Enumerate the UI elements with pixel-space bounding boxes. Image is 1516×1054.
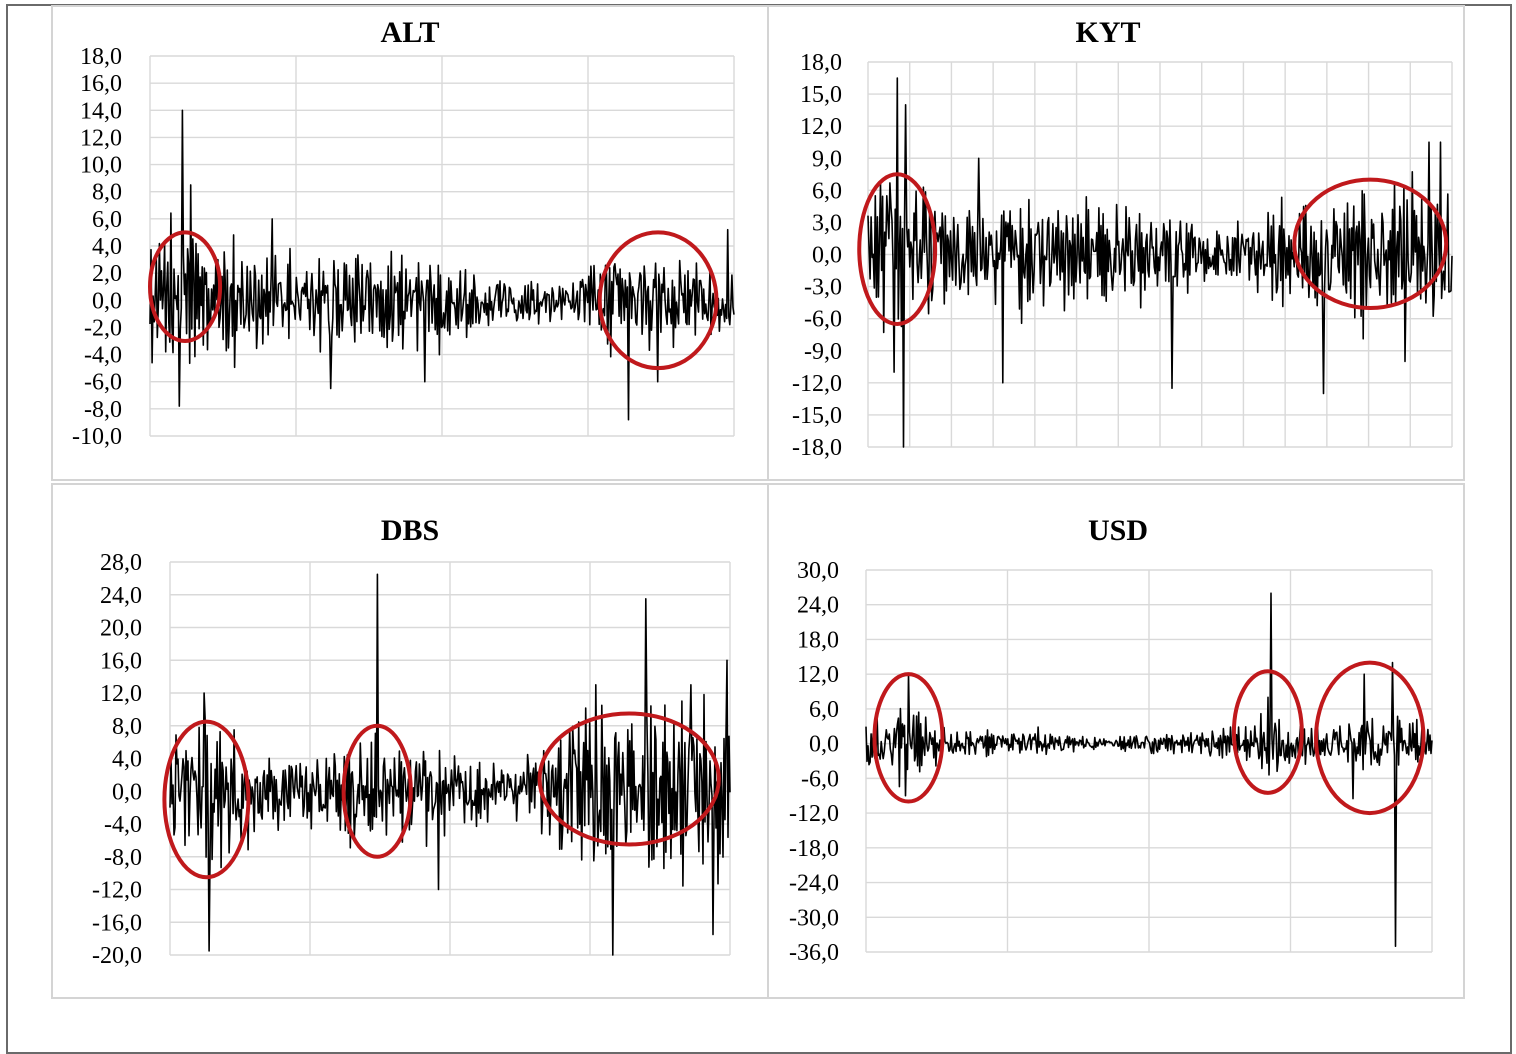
y-tick-label: -18,0	[789, 836, 839, 862]
y-tick-label: 0,0	[812, 243, 842, 269]
y-tick-label: 24,0	[100, 583, 142, 609]
panel-border	[767, 483, 1465, 999]
series-line	[865, 592, 1433, 947]
y-tick-label: 16,0	[100, 648, 142, 674]
highlight-ellipse	[597, 230, 719, 371]
series-line	[169, 573, 731, 956]
y-tick-label: -18,0	[792, 435, 842, 461]
y-tick-label: -24,0	[789, 871, 839, 897]
y-tick-label: 2,0	[92, 261, 122, 287]
y-tick-label: 12,0	[797, 662, 839, 688]
y-tick-label: -12,0	[789, 801, 839, 827]
y-tick-label: -4,0	[84, 343, 122, 369]
y-tick-label: -36,0	[789, 940, 839, 966]
y-tick-label: 14,0	[80, 98, 122, 124]
y-tick-label: -12,0	[792, 371, 842, 397]
y-tick-label: 28,0	[100, 550, 142, 576]
y-tick-label: 16,0	[80, 71, 122, 97]
y-tick-label: 4,0	[92, 234, 122, 260]
chart-panel-usd: 30,0 24,0 18,0 12,0 6,0 0,0 -6,0 -12,0 -18,0 -24,…	[767, 483, 1465, 999]
highlight-ellipse	[1292, 177, 1449, 310]
y-tick-label: 6,0	[92, 207, 122, 233]
highlight-ellipse	[1313, 660, 1426, 816]
y-tick-label: 9,0	[812, 146, 842, 172]
y-tick-label: 12,0	[100, 681, 142, 707]
y-tick-label: 18,0	[797, 627, 839, 653]
y-tick-label: -4,0	[104, 812, 142, 838]
y-tick-label: 30,0	[797, 558, 839, 584]
y-tick-label: -9,0	[804, 339, 842, 365]
y-tick-label: 10,0	[80, 153, 122, 179]
chart-title: KYT	[1075, 16, 1140, 49]
y-tick-label: 8,0	[92, 180, 122, 206]
y-tick-label: -3,0	[804, 275, 842, 301]
chart-panel-kyt: 18,0 15,0 12,0 9,0 6,0 3,0 0,0 -3,0 -6,0 -9,0 -12,…	[767, 5, 1465, 481]
highlight-ellipse	[341, 723, 413, 859]
panel-border	[767, 5, 1465, 481]
highlight-ellipse	[148, 230, 223, 344]
y-tick-label: -8,0	[104, 845, 142, 871]
panel-border	[51, 483, 769, 999]
y-tick-label: 0,0	[809, 732, 839, 758]
y-tick-label: -6,0	[801, 766, 839, 792]
series-line	[149, 109, 735, 421]
y-tick-label: 24,0	[797, 593, 839, 619]
y-tick-label: -8,0	[84, 397, 122, 423]
y-tick-label: 12,0	[80, 125, 122, 151]
y-tick-label: -10,0	[72, 424, 122, 450]
highlight-ellipse	[162, 719, 251, 880]
y-tick-label: -30,0	[789, 905, 839, 931]
y-tick-label: -20,0	[92, 943, 142, 969]
highlight-ellipse	[537, 711, 721, 847]
y-tick-label: -16,0	[92, 910, 142, 936]
highlight-ellipse	[857, 172, 938, 327]
y-tick-label: 15,0	[800, 82, 842, 108]
y-tick-label: -15,0	[792, 403, 842, 429]
y-tick-label: 20,0	[100, 616, 142, 642]
highlight-ellipse	[1231, 669, 1304, 795]
y-tick-label: 12,0	[800, 114, 842, 140]
y-tick-label: 0,0	[92, 288, 122, 314]
y-tick-label: 4,0	[112, 747, 142, 773]
chart-title: ALT	[381, 16, 440, 49]
y-tick-label: 6,0	[812, 178, 842, 204]
y-tick-label: 18,0	[80, 44, 122, 70]
y-tick-label: -12,0	[92, 878, 142, 904]
chart-title: USD	[1088, 514, 1148, 547]
y-tick-label: 18,0	[800, 50, 842, 76]
chart-title: DBS	[381, 514, 439, 547]
y-tick-label: 0,0	[112, 779, 142, 805]
y-tick-label: -2,0	[84, 315, 122, 341]
y-tick-label: 8,0	[112, 714, 142, 740]
chart-panel-dbs: 28,0 24,0 20,0 16,0 12,0 8,0 4,0 0,0 -4,0 -8,0 -12…	[51, 483, 769, 999]
y-tick-label: 6,0	[809, 697, 839, 723]
series-line	[867, 77, 1453, 448]
y-tick-label: -6,0	[84, 370, 122, 396]
y-tick-label: 3,0	[812, 210, 842, 236]
y-tick-label: -6,0	[804, 307, 842, 333]
highlight-ellipse	[872, 672, 945, 804]
chart-panel-alt: 18,016,014,012,010,08,06,04,02,00,0-2,0-…	[51, 5, 769, 481]
